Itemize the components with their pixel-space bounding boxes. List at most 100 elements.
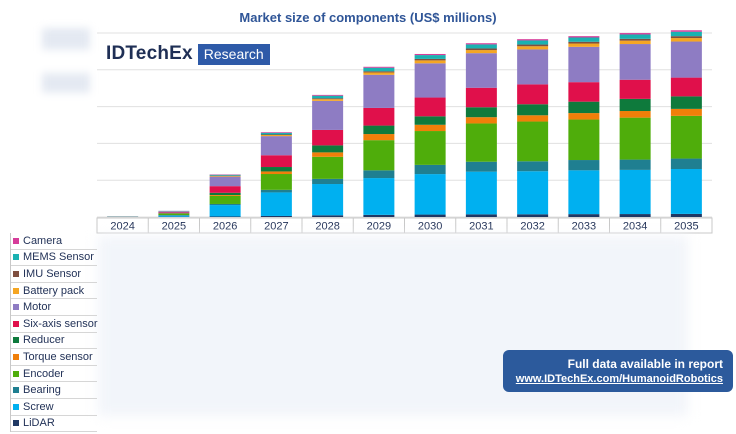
bar-segment bbox=[363, 107, 395, 126]
legend-item: Motor bbox=[11, 299, 97, 316]
legend-item: Six-axis sensor bbox=[11, 316, 98, 333]
bar-segment bbox=[312, 178, 344, 185]
legend: Camera MEMS Sensor IMU Sensor Battery pack M… bbox=[10, 233, 98, 433]
bar-segment bbox=[158, 212, 190, 214]
x-tick-label: 2034 bbox=[623, 221, 647, 233]
bar-segment bbox=[158, 211, 190, 213]
legend-item: Screw bbox=[11, 399, 97, 416]
bar-segment bbox=[465, 53, 497, 88]
bar-segment bbox=[158, 213, 190, 216]
legend-label: Battery pack bbox=[23, 284, 85, 297]
chart-title: Market size of components (US$ millions) bbox=[239, 10, 497, 25]
bar-segment bbox=[619, 44, 651, 80]
bar-segment bbox=[312, 95, 344, 99]
legend-label: Six-axis sensor bbox=[23, 317, 98, 330]
bar-segment bbox=[260, 192, 292, 216]
legend-item: LiDAR bbox=[11, 416, 97, 433]
bar-segment bbox=[260, 189, 292, 193]
legend-item: IMU Sensor bbox=[11, 266, 97, 283]
bar-segment bbox=[619, 169, 651, 215]
bar-segment bbox=[670, 30, 702, 32]
bar-segment bbox=[670, 36, 702, 39]
legend-label: Screw bbox=[23, 400, 54, 413]
bar-segment bbox=[414, 55, 446, 59]
bar-segment bbox=[414, 124, 446, 132]
bar-segment bbox=[363, 178, 395, 215]
bar-segment bbox=[568, 37, 600, 42]
bar-segment bbox=[363, 214, 395, 217]
legend-swatch bbox=[13, 387, 19, 394]
bar-segment bbox=[209, 174, 241, 176]
bar-segment bbox=[670, 108, 702, 116]
bar-segment bbox=[568, 36, 600, 38]
bar-segment bbox=[465, 44, 497, 49]
bar-segment bbox=[670, 213, 702, 217]
bar-segment bbox=[517, 121, 549, 162]
bar-segment bbox=[414, 60, 446, 64]
x-tick-label: 2027 bbox=[264, 221, 288, 233]
bar-segment bbox=[568, 160, 600, 171]
bar-segment bbox=[465, 43, 497, 45]
bar-segment bbox=[619, 34, 651, 39]
bar-segment bbox=[363, 134, 395, 141]
x-tick-label: 2028 bbox=[315, 221, 339, 233]
bar-segment bbox=[312, 156, 344, 179]
bar-segment bbox=[517, 49, 549, 85]
bar-segment bbox=[619, 33, 651, 35]
legend-swatch bbox=[13, 337, 19, 344]
report-link[interactable]: www.IDTechEx.com/HumanoidRobotics bbox=[515, 373, 723, 385]
x-tick-label: 2031 bbox=[469, 221, 493, 233]
report-notice[interactable]: Full data available in report www.IDTech… bbox=[503, 350, 733, 392]
legend-swatch bbox=[13, 254, 19, 261]
bar-segment bbox=[209, 205, 241, 217]
bar-segment bbox=[517, 46, 549, 50]
bar-segment bbox=[209, 192, 241, 195]
bar-segment bbox=[312, 99, 344, 101]
bar-segment bbox=[568, 119, 600, 161]
x-tick-label: 2025 bbox=[162, 221, 186, 233]
bar-segment bbox=[414, 164, 446, 175]
bar-segment bbox=[568, 214, 600, 217]
bar-segment bbox=[517, 115, 549, 122]
x-tick-label: 2030 bbox=[418, 221, 442, 233]
legend-item: Encoder bbox=[11, 366, 97, 383]
bar-segment bbox=[465, 117, 497, 124]
legend-label: Encoder bbox=[23, 367, 64, 380]
brand-logo: IDTechEx Research bbox=[106, 43, 270, 65]
bar-segment bbox=[465, 107, 497, 118]
legend-label: MEMS Sensor bbox=[23, 251, 94, 264]
bar-segment bbox=[465, 161, 497, 172]
legend-swatch bbox=[13, 420, 19, 427]
bar-segment bbox=[363, 71, 395, 73]
x-tick-label: 2029 bbox=[367, 221, 391, 233]
bar-segment bbox=[209, 203, 241, 206]
legend-label: Bearing bbox=[23, 384, 61, 397]
bar-segment bbox=[312, 100, 344, 130]
legend-item: Battery pack bbox=[11, 283, 97, 300]
bar-segment bbox=[517, 44, 549, 47]
bar-segment bbox=[568, 170, 600, 215]
bar-segment bbox=[312, 152, 344, 157]
bar-segment bbox=[517, 161, 549, 172]
bar-segment bbox=[158, 215, 190, 217]
bar-segment bbox=[209, 195, 241, 204]
bar-segment bbox=[517, 171, 549, 215]
bar-segment bbox=[312, 94, 344, 96]
bar-segment bbox=[260, 134, 292, 136]
bar-segment bbox=[209, 216, 241, 217]
legend-swatch bbox=[13, 270, 19, 277]
bar-segment bbox=[619, 98, 651, 112]
bar-segment bbox=[363, 72, 395, 75]
bar-segment bbox=[414, 63, 446, 98]
bar-segment bbox=[517, 214, 549, 217]
bar-segment bbox=[260, 155, 292, 168]
bar-segment bbox=[465, 87, 497, 108]
bar-segment bbox=[568, 46, 600, 83]
bar-segment bbox=[209, 194, 241, 196]
bar-segment bbox=[568, 43, 600, 47]
x-tick-label: 2032 bbox=[520, 221, 544, 233]
bar-segment bbox=[260, 174, 292, 190]
bar-segment bbox=[619, 117, 651, 160]
bar-segment bbox=[465, 214, 497, 217]
